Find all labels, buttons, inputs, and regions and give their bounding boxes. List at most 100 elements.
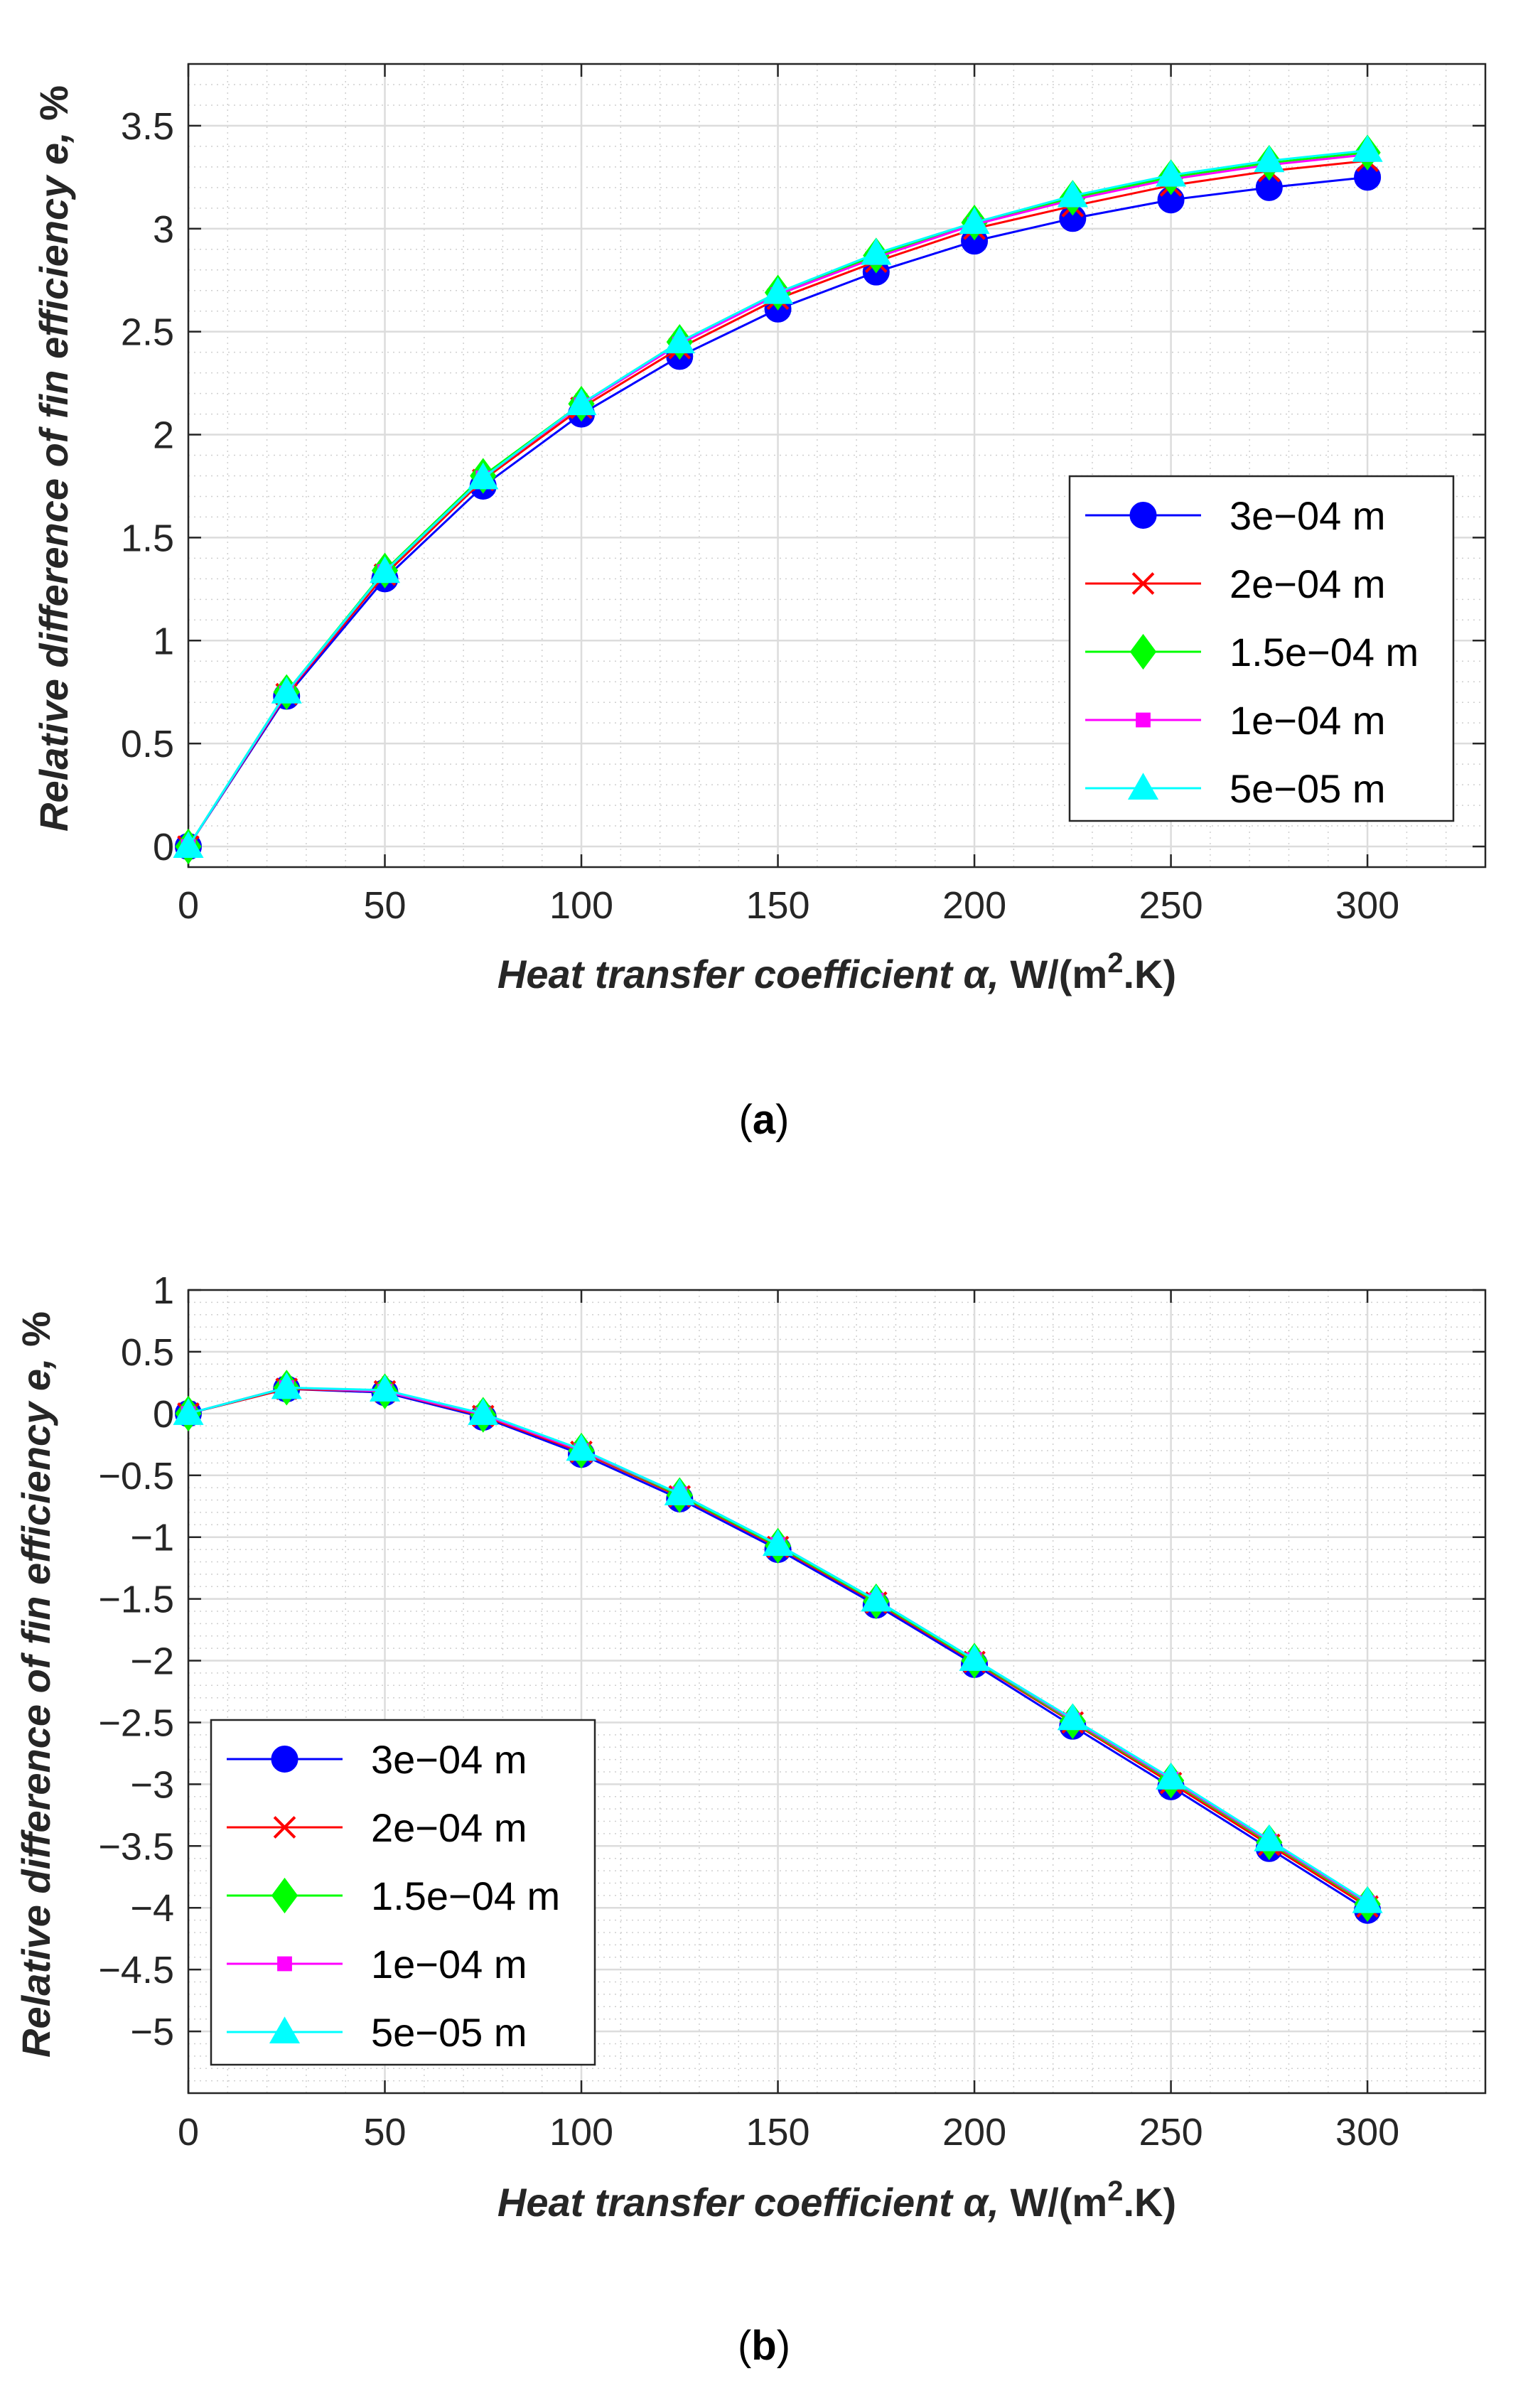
x-axis-label-superscript: 2 (1107, 2176, 1123, 2207)
data-point-marker (271, 1372, 302, 1399)
x-axis-label-italic: Heat transfer coefficient α, (497, 2180, 999, 2225)
chart-panel-a: 0 50 100 150 200 250 300 0 0.5 1 1.5 2 2.5 3 3.5 Heat t… (31, 63, 1487, 1143)
y-tick-label: −3.5 (98, 1825, 174, 1868)
x-axis-label-units: W/(m (999, 2180, 1107, 2225)
data-point-marker (959, 207, 990, 235)
x-tick-label: 50 (363, 2111, 406, 2154)
legend-marker (1127, 773, 1159, 800)
data-point-marker (1156, 159, 1187, 187)
data-point-marker (1156, 1762, 1187, 1790)
x-axis-label-units: W/(m (999, 952, 1107, 996)
y-tick-label: −2.5 (98, 1702, 174, 1744)
legend-label: 3e−04 m (371, 1737, 527, 1782)
data-point-marker (566, 388, 597, 416)
x-tick-label: 50 (363, 884, 406, 927)
data-point-marker (1352, 1886, 1383, 1913)
y-tick-label: 2.5 (121, 311, 174, 354)
y-tick-label: −5 (130, 2011, 174, 2053)
legend-label: 3e−04 m (1230, 493, 1386, 538)
data-point-marker (762, 276, 794, 304)
y-tick-label: 0.5 (121, 1331, 174, 1374)
x-tick-label: 0 (178, 2111, 199, 2154)
x-tick-label: 250 (1139, 2111, 1203, 2154)
figure-caption: (a) (739, 1097, 790, 1143)
caption-close-paren: ) (777, 2323, 790, 2369)
legend-label: 5e−05 m (1230, 766, 1386, 811)
y-axis-label: Relative difference of fin efficiency e,… (31, 85, 76, 832)
series-group (173, 1370, 1383, 1924)
y-axis-label-units: % (14, 1311, 58, 1358)
legend-marker (273, 1816, 296, 1839)
x-tick-label: 250 (1139, 884, 1203, 927)
figure-caption: (b) (738, 2323, 790, 2369)
x-axis-label-tail: .K) (1123, 952, 1176, 996)
caption-letter: a (753, 1097, 776, 1143)
legend-marker (271, 1877, 298, 1914)
legend-label: 1e−04 m (371, 1942, 527, 1987)
legend-label: 2e−04 m (371, 1805, 527, 1850)
axes-box (187, 1289, 1487, 2095)
caption-close-paren: ) (775, 1097, 789, 1143)
y-tick-label: −1.5 (98, 1579, 174, 1621)
legend-label: 1.5e−04 m (371, 1874, 560, 1918)
data-point-marker (1254, 1824, 1285, 1851)
caption-open-paren: ( (738, 2323, 751, 2369)
caption-letter: b (751, 2323, 776, 2369)
y-tick-label: 1 (153, 620, 174, 662)
x-axis-label-tail: .K) (1123, 2180, 1176, 2225)
chart-panel-b: 0 50 100 150 200 250 300 1 0.5 0 −0.5 −1 −1.5 −2 −2.5 −… (14, 1269, 1487, 2369)
y-tick-label: 3 (153, 208, 174, 251)
legend: 3e−04 m 2e−04 m 1.5e−04 m 1e−04 m 5e−05 m (210, 1719, 596, 2066)
y-tick-label: 3.5 (121, 105, 174, 148)
data-point-marker (1057, 180, 1088, 208)
y-tick-label: 1 (153, 1269, 174, 1312)
legend: 3e−04 m 2e−04 m 1.5e−04 m 1e−04 m 5e−05 m (1068, 475, 1455, 822)
y-tick-label: 2 (153, 414, 174, 457)
legend-label: 2e−04 m (1230, 561, 1386, 606)
data-point-marker (468, 1398, 499, 1425)
legend-label: 5e−05 m (371, 2010, 527, 2055)
x-tick-label: 200 (942, 884, 1006, 927)
y-axis-label: Relative difference of fin efficiency e,… (14, 1311, 58, 2058)
data-point-marker (762, 1529, 794, 1557)
x-axis-label: Heat transfer coefficient α, W/(m2.K) (497, 947, 1176, 996)
data-point-marker (271, 677, 302, 704)
y-axis-label-italic: Relative difference of fin efficiency e, (14, 1358, 58, 2058)
y-tick-label: −3 (130, 1763, 174, 1806)
data-point-marker (173, 1398, 204, 1425)
data-point-marker (1057, 1703, 1088, 1731)
legend-label: 1e−04 m (1230, 698, 1386, 743)
y-tick-label: −4.5 (98, 1949, 174, 1992)
x-axis-label-superscript: 2 (1107, 947, 1123, 979)
legend-label: 1.5e−04 m (1230, 630, 1419, 674)
y-tick-label: −2 (130, 1640, 174, 1683)
data-point-marker (664, 326, 695, 354)
data-point-marker (861, 1584, 892, 1612)
y-tick-label: −1 (130, 1517, 174, 1559)
data-point-marker (959, 1644, 990, 1671)
y-axis-label-units: % (31, 85, 76, 131)
data-point-marker (173, 831, 204, 859)
x-tick-label: 200 (942, 2111, 1006, 2154)
x-axis-label: Heat transfer coefficient α, W/(m2.K) (497, 2176, 1176, 2225)
legend-marker (1136, 712, 1151, 728)
x-tick-label: 150 (746, 884, 809, 927)
axes-box (187, 63, 1487, 869)
y-tick-label: 1.5 (121, 517, 174, 559)
legend-marker (269, 2016, 301, 2044)
y-tick-label: 0 (153, 826, 174, 869)
x-tick-label: 0 (178, 884, 199, 927)
caption-open-paren: ( (739, 1097, 753, 1143)
y-axis-label-italic: Relative difference of fin efficiency e, (31, 131, 76, 832)
x-tick-label: 100 (549, 2111, 613, 2154)
data-point-marker (468, 462, 499, 490)
legend-marker (271, 1746, 298, 1773)
y-tick-label: 0 (153, 1393, 174, 1436)
x-tick-label: 300 (1335, 2111, 1399, 2154)
y-tick-label: −0.5 (98, 1455, 174, 1498)
x-tick-label: 150 (746, 2111, 809, 2154)
data-point-marker (566, 1434, 597, 1461)
data-point-marker (664, 1478, 695, 1505)
x-axis-label-italic: Heat transfer coefficient α, (497, 952, 999, 996)
